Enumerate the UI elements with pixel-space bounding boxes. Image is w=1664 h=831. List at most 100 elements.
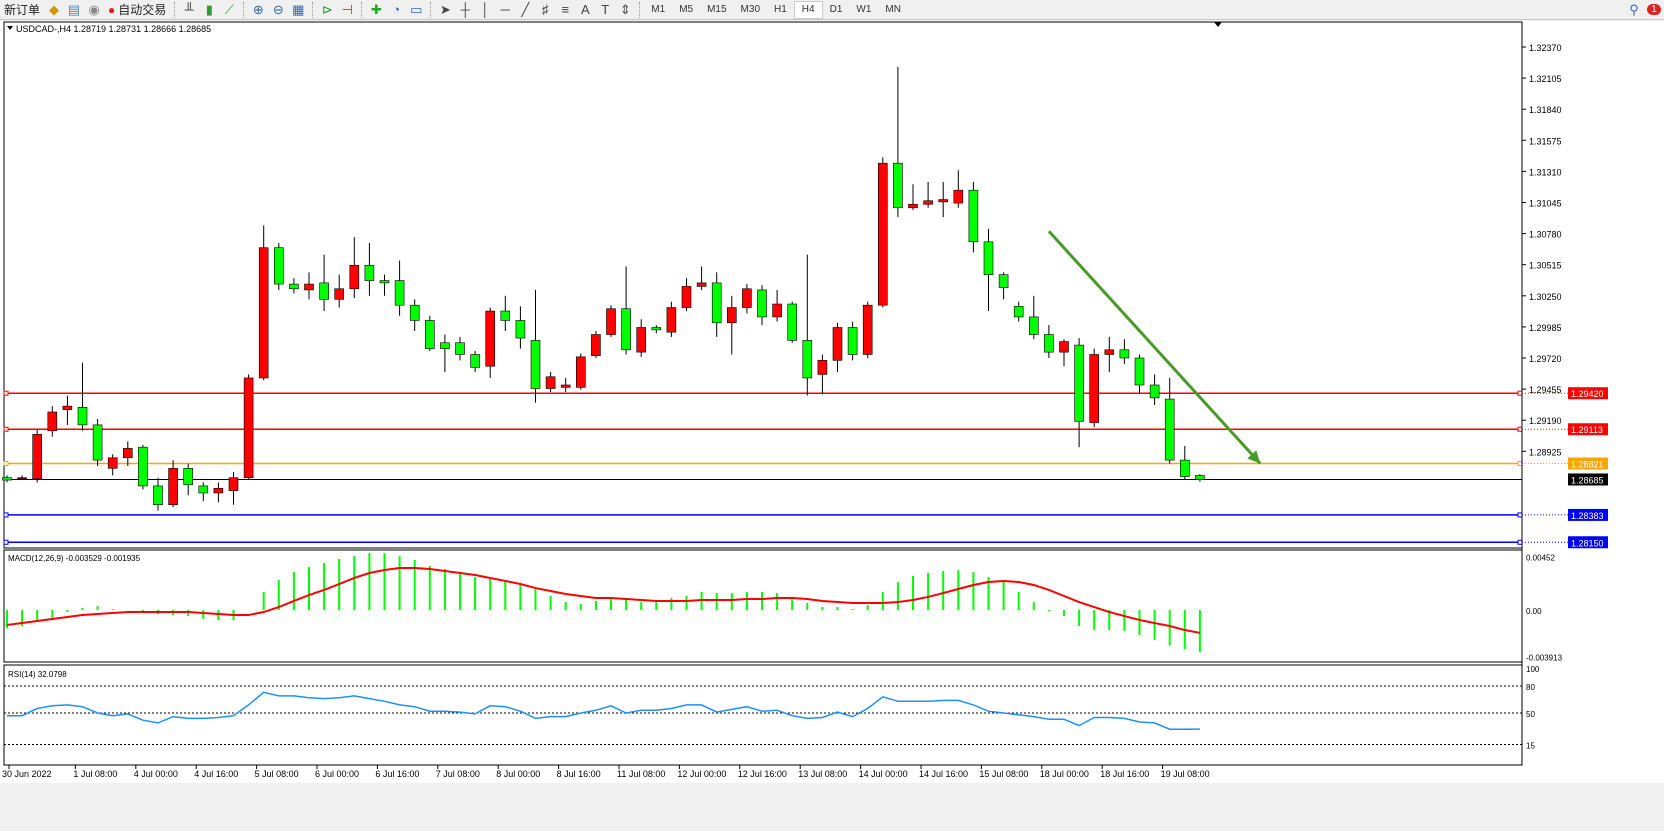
- current-price-bg: [1568, 473, 1608, 486]
- candle-bullish: [228, 477, 239, 491]
- candle-bearish: [92, 424, 103, 461]
- pane-frame-0: [3, 21, 1523, 549]
- date-label: 18 Jul 16:00: [1100, 769, 1149, 779]
- candle-bearish: [530, 340, 541, 389]
- candle-bullish: [545, 376, 556, 389]
- trend-arrow-line: [1047, 230, 1262, 465]
- candle-bullish: [258, 247, 269, 379]
- rsi-line: [7, 691, 1200, 730]
- auto-trading-label: 自动交易: [118, 3, 167, 17]
- templates-icon[interactable]: ▭: [410, 1, 423, 17]
- vertical-line-icon[interactable]: │: [481, 2, 490, 17]
- trendline-icon[interactable]: ╱: [521, 1, 530, 17]
- macd-tick-label: -0.003913: [1526, 653, 1563, 662]
- fibonacci-icon[interactable]: ≡: [561, 2, 570, 17]
- candle-bullish: [62, 405, 73, 410]
- timeframe-w1[interactable]: W1: [856, 4, 872, 15]
- candle-bearish: [183, 468, 193, 486]
- candle-bullish: [485, 310, 496, 367]
- price-tick-label: 1.29455: [1529, 385, 1562, 395]
- periods-icon[interactable]: ◔: [392, 2, 401, 17]
- text-icon[interactable]: A: [580, 2, 590, 17]
- candle-bearish: [1195, 475, 1205, 480]
- timeframe-m5[interactable]: M5: [679, 4, 694, 15]
- candle-bullish: [666, 307, 677, 333]
- candle-bearish: [787, 303, 798, 341]
- date-label: 12 Jul 16:00: [738, 769, 787, 779]
- candle-bullish: [575, 356, 586, 388]
- text-label-icon[interactable]: T: [601, 2, 610, 17]
- timeframe-d1[interactable]: D1: [829, 4, 843, 15]
- timeframe-m1[interactable]: M1: [651, 4, 666, 15]
- macd-tick-label: 0.00: [1526, 607, 1542, 616]
- chart-window[interactable]: 1.32370 1.32105 1.31840 1.31575 1.31310 1.310…: [0, 21, 1664, 783]
- date-label: 1 Jul 08:00: [73, 769, 117, 779]
- horizontal-line-icon[interactable]: ─: [500, 2, 510, 17]
- candle-bullish: [17, 477, 27, 480]
- separator: [243, 1, 245, 18]
- auto-scroll-icon[interactable]: ⊳: [321, 1, 333, 17]
- timeframe-m30[interactable]: M30: [740, 4, 760, 15]
- candle-bearish: [424, 320, 435, 349]
- new-order-button[interactable]: 新订单: [0, 1, 44, 19]
- candle-bearish: [470, 354, 480, 368]
- candle-bearish: [500, 310, 511, 321]
- candle-bearish: [1029, 316, 1039, 335]
- macd-label: MACD(12,26,9) -0.003529 -0.001935: [8, 554, 141, 563]
- timeframe-h4[interactable]: H4: [793, 0, 823, 19]
- data-window-icon[interactable]: ▤: [67, 1, 81, 17]
- signal-icon[interactable]: ◉: [88, 1, 100, 17]
- price-tick-label: 1.32370: [1529, 43, 1562, 53]
- notification-badge: 1: [1647, 4, 1661, 15]
- timeframe-mn[interactable]: MN: [885, 4, 901, 15]
- line-handle: [3, 539, 9, 545]
- candle-bullish: [213, 487, 224, 494]
- candlestick-icon[interactable]: ▮: [205, 1, 213, 17]
- toolbar: 新订单 ◆ ▤ ◉ ● 自动交易 ╨ ▮ ⟋ ⊕ ⊖ ▦ ⊳ ⊣ ✚ ◔ ▭ ➤ …: [0, 0, 1664, 20]
- candle-bearish: [153, 485, 163, 506]
- tile-windows-icon[interactable]: ▦: [292, 1, 305, 17]
- bar-chart-icon[interactable]: ╨: [184, 2, 194, 17]
- timeframe-m15[interactable]: M15: [707, 4, 727, 15]
- candle-bullish: [1059, 341, 1069, 353]
- candle-bearish: [409, 304, 420, 321]
- date-label: 19 Jul 08:00: [1161, 769, 1210, 779]
- crosshair-icon[interactable]: ┼: [460, 2, 470, 17]
- candle-bearish: [1044, 334, 1054, 353]
- search-icon[interactable]: ⚲: [1629, 1, 1639, 17]
- hline-price-label: 1.29420: [1571, 389, 1604, 399]
- candle-bullish: [862, 304, 873, 355]
- rsi-tick-label: 50: [1526, 710, 1535, 719]
- zoom-out-icon[interactable]: ⊖: [272, 1, 284, 17]
- candle-bullish: [1104, 349, 1115, 355]
- candle-bullish: [681, 286, 692, 308]
- candle-bullish: [908, 203, 918, 209]
- chart-shift-icon[interactable]: ⊣: [341, 1, 353, 17]
- price-tick-label: 1.29190: [1529, 416, 1562, 426]
- candle-bullish: [560, 384, 571, 388]
- candle-bearish: [364, 264, 375, 281]
- date-label: 5 Jul 08:00: [255, 769, 299, 779]
- rsi-tick-label: 100: [1526, 665, 1540, 674]
- candle-bearish: [198, 485, 209, 494]
- candle-bearish: [983, 241, 994, 275]
- channel-icon[interactable]: ♯: [542, 2, 549, 17]
- chart-canvas[interactable]: 1.32370 1.32105 1.31840 1.31575 1.31310 1.310…: [0, 21, 1664, 783]
- separator: [312, 1, 314, 18]
- cursor-icon[interactable]: ➤: [439, 1, 451, 17]
- timeframe-h1[interactable]: H1: [774, 4, 787, 15]
- date-label: 30 Jun 2022: [2, 769, 52, 779]
- notifications-button[interactable]: 1: [1644, 1, 1664, 19]
- candle-bullish: [938, 199, 949, 203]
- macd-tick-label: 0.00452: [1526, 553, 1555, 562]
- auto-trading-button[interactable]: ● 自动交易: [104, 1, 170, 19]
- market-watch-icon[interactable]: ◆: [49, 1, 60, 17]
- zoom-in-icon[interactable]: ⊕: [252, 1, 264, 17]
- line-chart-icon[interactable]: ⟋: [224, 1, 234, 17]
- arrows-icon[interactable]: ⇕: [619, 1, 631, 17]
- date-label: 8 Jul 00:00: [496, 769, 540, 779]
- price-tick-label: 1.30250: [1529, 292, 1562, 302]
- hline-price-label: 1.28150: [1571, 538, 1604, 548]
- indicators-icon[interactable]: ✚: [370, 1, 382, 17]
- price-tick-label: 1.30515: [1529, 261, 1562, 271]
